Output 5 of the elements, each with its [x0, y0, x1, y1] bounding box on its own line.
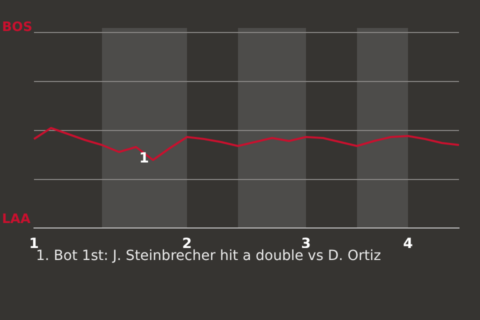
annotation: 1	[139, 150, 149, 167]
x-tick-label: 4	[403, 236, 414, 252]
x-tick-label: 1	[29, 236, 39, 252]
text: BOS	[2, 20, 32, 35]
text: LAA	[2, 212, 30, 227]
